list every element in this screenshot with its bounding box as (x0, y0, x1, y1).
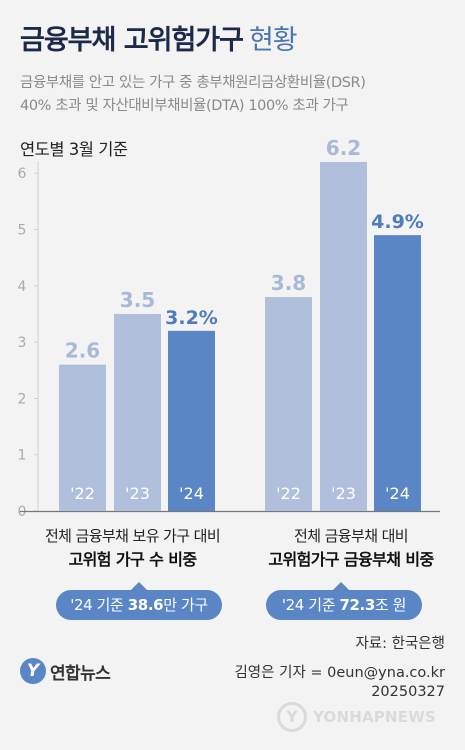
x-category-label: '22 (276, 484, 301, 503)
yonhap-logo-icon: Y (20, 658, 46, 684)
data-label: 3.5 (120, 288, 155, 312)
title-light: 현황 (248, 25, 298, 56)
data-label: 6.2 (326, 136, 361, 160)
y-tick-label: 1 (18, 448, 27, 464)
pill2-suffix: 조 원 (374, 596, 407, 614)
pill1-prefix: '24 기준 (70, 596, 128, 614)
subtitle: 금융부채를 안고 있는 가구 중 총부채원리금상환비율(DSR) 40% 초과 … (20, 72, 366, 118)
pill-debt: '24 기준 72.3조 원 (266, 590, 422, 620)
bar (59, 364, 106, 511)
pill2-prefix: '24 기준 (281, 596, 340, 614)
x-category-label: '24 (385, 484, 410, 503)
title-bold: 금융부채 고위험가구 (20, 25, 244, 56)
bar (114, 313, 161, 511)
x-category-label: '23 (125, 484, 150, 503)
y-tick-label: 5 (18, 223, 27, 239)
y-tick-label: 3 (18, 335, 27, 351)
pill2-number: 72.3 (339, 596, 375, 614)
subtitle-line-1: 금융부채를 안고 있는 가구 중 총부채원리금상환비율(DSR) (20, 75, 366, 91)
x-category-label: '23 (331, 484, 356, 503)
data-label: 4.9% (371, 211, 424, 233)
data-label: 3.8 (271, 271, 306, 295)
credit: 김영은 기자 = 0eun@yna.co.kr 20250327 (234, 664, 445, 702)
pill-households: '24 기준 38.6만 가구 (56, 590, 222, 620)
yonhap-watermark-icon: Y (277, 702, 307, 732)
date-stamp: 20250327 (371, 684, 445, 700)
pill1-suffix: 만 가구 (163, 596, 208, 614)
subtitle-line-2: 40% 초과 및 자산대비부채비율(DTA) 100% 초과 가구 (20, 98, 349, 114)
data-label: 3.2% (165, 307, 218, 329)
basis-label: 연도별 3월 기준 (20, 140, 128, 159)
x-category-label: '24 (179, 484, 204, 503)
chart1-caption-line1: 전체 금융부채 보유 가구 대비 (44, 527, 221, 545)
bar (265, 297, 312, 511)
bar (320, 161, 367, 511)
chart1-caption-line2: 고위험 가구 수 비중 (68, 550, 197, 569)
watermark-text: YONHAPNEWS (313, 708, 436, 726)
y-tick-label: 2 (18, 391, 27, 407)
x-category-label: '22 (70, 484, 95, 503)
chart1-caption: 전체 금융부채 보유 가구 대비 고위험 가구 수 비중 (20, 524, 245, 572)
page-title: 금융부채 고위험가구 현황 (20, 18, 298, 57)
bar (374, 235, 421, 511)
pill1-pointer (130, 582, 148, 591)
pill1-number: 38.6 (127, 596, 164, 614)
chart2-caption-line1: 전체 금융부채 대비 (294, 527, 409, 545)
source-note: 자료: 한국은행 (355, 636, 445, 652)
bar (168, 330, 215, 511)
y-tick-label: 4 (18, 279, 27, 295)
logo-text: 연합뉴스 (50, 663, 111, 684)
pill2-pointer (332, 582, 350, 591)
chart2-caption-line2: 고위험가구 금융부채 비중 (268, 550, 434, 569)
yonhap-logo: Y 연합뉴스 (20, 656, 111, 686)
data-label: 2.6 (65, 339, 100, 363)
y-tick-label: 6 (18, 166, 27, 182)
watermark: Y YONHAPNEWS (277, 702, 436, 732)
chart2-caption: 전체 금융부채 대비 고위험가구 금융부채 비중 (246, 524, 456, 572)
reporter-credit: 김영은 기자 = 0eun@yna.co.kr (234, 665, 445, 681)
